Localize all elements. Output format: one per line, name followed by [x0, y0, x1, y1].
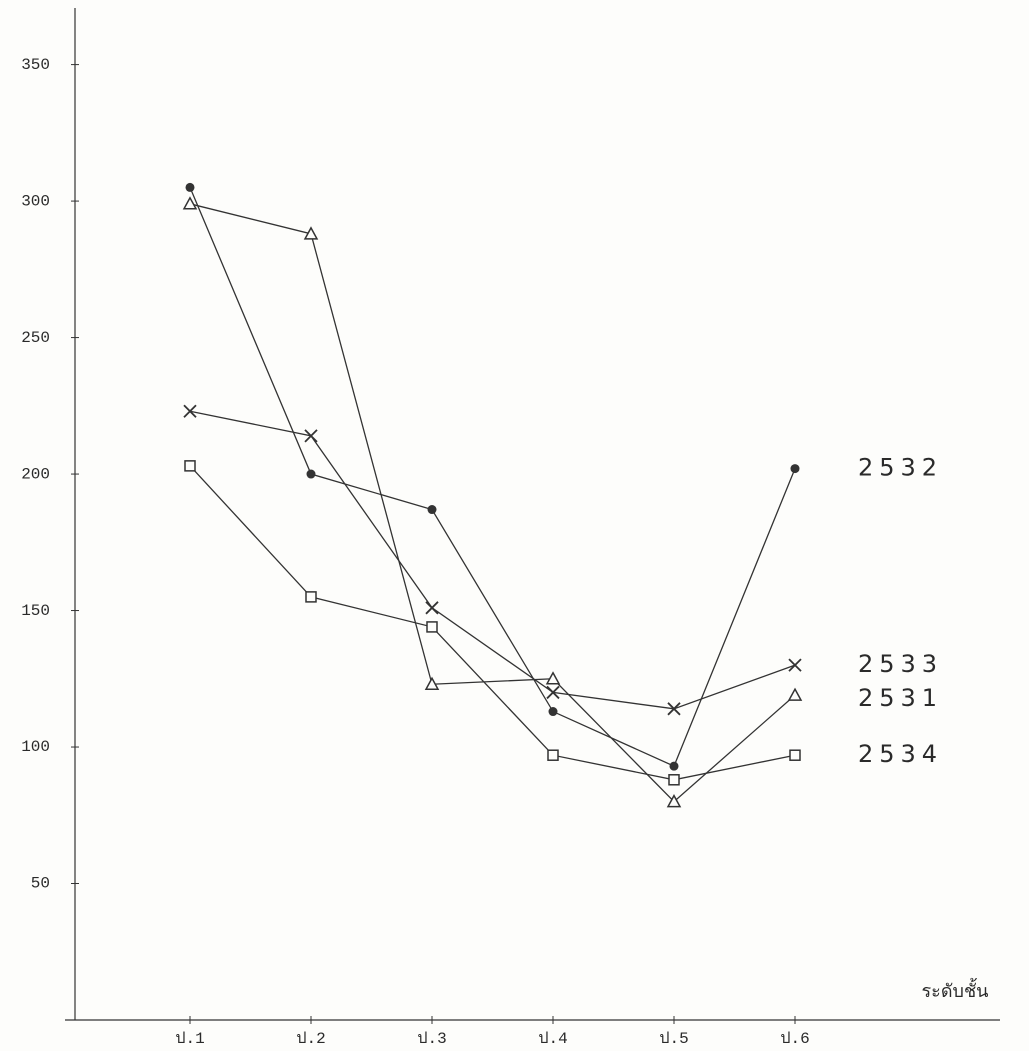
point	[305, 430, 317, 442]
y-tick-label: 150	[21, 602, 50, 620]
point	[791, 464, 800, 473]
point	[547, 673, 559, 684]
x-tick-label: ป.3	[417, 1030, 446, 1048]
point	[789, 659, 801, 671]
point	[307, 470, 316, 479]
point	[548, 750, 558, 760]
point	[184, 405, 196, 417]
series-label: 2532	[858, 454, 943, 482]
x-tick-label: ป.1	[175, 1030, 204, 1048]
point	[789, 689, 801, 700]
y-tick-label: 100	[21, 738, 50, 756]
x-tick-label: ป.6	[780, 1030, 809, 1048]
point	[790, 750, 800, 760]
y-tick-label: 250	[21, 329, 50, 347]
point	[428, 505, 437, 514]
point	[186, 183, 195, 192]
series-line	[190, 187, 795, 766]
chart: ระดับชั้น 50 100 150 200 250 300 350 ป.1 ป.2 ป.3 ป…	[0, 0, 1029, 1051]
series-line	[190, 204, 795, 802]
point	[427, 622, 437, 632]
x-tick-label: ป.2	[296, 1030, 325, 1048]
x-tick-label: ป.5	[659, 1030, 688, 1048]
series-label: 2534	[858, 740, 943, 768]
point	[426, 602, 438, 614]
point	[669, 775, 679, 785]
point	[306, 592, 316, 602]
point	[670, 762, 679, 771]
x-axis-title: ระดับชั้น	[922, 978, 989, 1002]
point	[549, 707, 558, 716]
series-line	[190, 411, 795, 709]
series-label: 2531	[858, 684, 943, 712]
series-label: 2533	[858, 650, 943, 678]
point	[185, 461, 195, 471]
point	[184, 198, 196, 209]
y-tick-label: 300	[21, 192, 50, 210]
y-tick-label: 50	[31, 875, 50, 893]
y-tick-label: 350	[21, 56, 50, 74]
x-tick-label: ป.4	[538, 1030, 567, 1048]
y-tick-label: 200	[21, 465, 50, 483]
series-line	[190, 466, 795, 780]
